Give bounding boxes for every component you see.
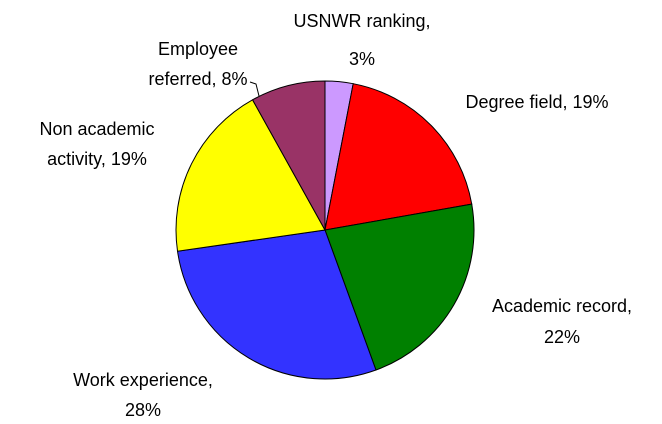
- data-label: Academic record,: [492, 296, 632, 316]
- data-label: Non academic: [39, 119, 154, 139]
- pie-slice: [324, 203, 475, 371]
- pie-slice: [175, 99, 326, 252]
- data-label: 3%: [349, 49, 375, 69]
- pie-slice: [324, 83, 473, 231]
- data-label: Employee: [158, 39, 238, 59]
- data-label: USNWR ranking,: [293, 11, 430, 31]
- data-label: Work experience,: [73, 370, 213, 390]
- pie-slice: [251, 80, 326, 232]
- data-label: 28%: [125, 400, 161, 419]
- data-label: Degree field, 19%: [465, 92, 608, 112]
- data-label: 22%: [544, 327, 580, 347]
- pie-slice: [176, 229, 377, 380]
- data-label: activity, 19%: [47, 149, 147, 169]
- data-label: referred, 8%: [148, 69, 247, 89]
